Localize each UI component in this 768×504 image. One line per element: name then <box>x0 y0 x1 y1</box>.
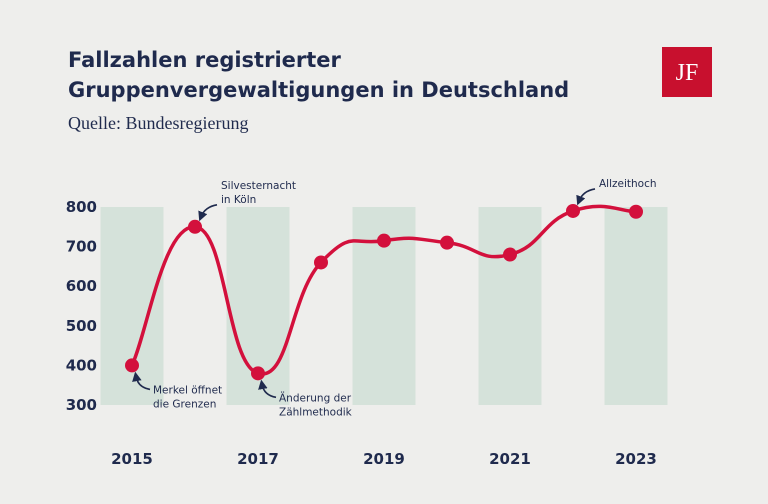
x-tick-label: 2015 <box>111 450 153 468</box>
annotation: Allzeithoch <box>599 178 657 190</box>
annotation: Merkel öffnet <box>153 384 222 396</box>
plot: 2015 2017 2019 2021 2023 300 400 500 600 700 800 Me… <box>66 178 668 468</box>
band <box>100 207 164 405</box>
point <box>314 255 328 270</box>
annotation: in Köln <box>221 194 256 206</box>
point <box>251 366 265 381</box>
point <box>629 204 643 219</box>
title: Gruppenvergewaltigungen in Deutschland <box>68 78 569 102</box>
title: Fallzahlen registrierter <box>68 48 342 72</box>
y-tick-label: 600 <box>66 277 97 295</box>
subtitle: Quelle: Bundesregierung <box>68 113 248 133</box>
point <box>125 358 139 373</box>
point <box>566 203 580 218</box>
band <box>604 207 668 405</box>
x-tick-label: 2017 <box>237 450 279 468</box>
y-tick-label: 500 <box>66 317 97 335</box>
annotation-arrow <box>258 379 277 399</box>
annotation-arrow <box>576 188 596 206</box>
annotation: Zählmethodik <box>279 406 353 418</box>
annotation-arrow <box>198 204 218 222</box>
y-tick-label: 800 <box>66 198 97 216</box>
x-tick-label: 2019 <box>363 450 405 468</box>
logo <box>662 47 712 97</box>
y-tick-label: 300 <box>66 396 97 414</box>
y-tick-label: 700 <box>66 238 97 256</box>
logo-text: JF <box>676 60 699 86</box>
y-tick-label: 400 <box>66 356 97 374</box>
point <box>503 247 517 262</box>
annotation: Silvesternacht <box>221 180 296 192</box>
annotation: Änderung der <box>279 391 352 404</box>
point <box>377 233 391 248</box>
x-tick-label: 2023 <box>615 450 657 468</box>
band <box>478 207 542 405</box>
annotation: die Grenzen <box>153 398 216 410</box>
annotation-arrow <box>132 371 151 391</box>
point <box>188 219 202 234</box>
x-tick-label: 2021 <box>489 450 531 468</box>
point <box>440 235 454 250</box>
